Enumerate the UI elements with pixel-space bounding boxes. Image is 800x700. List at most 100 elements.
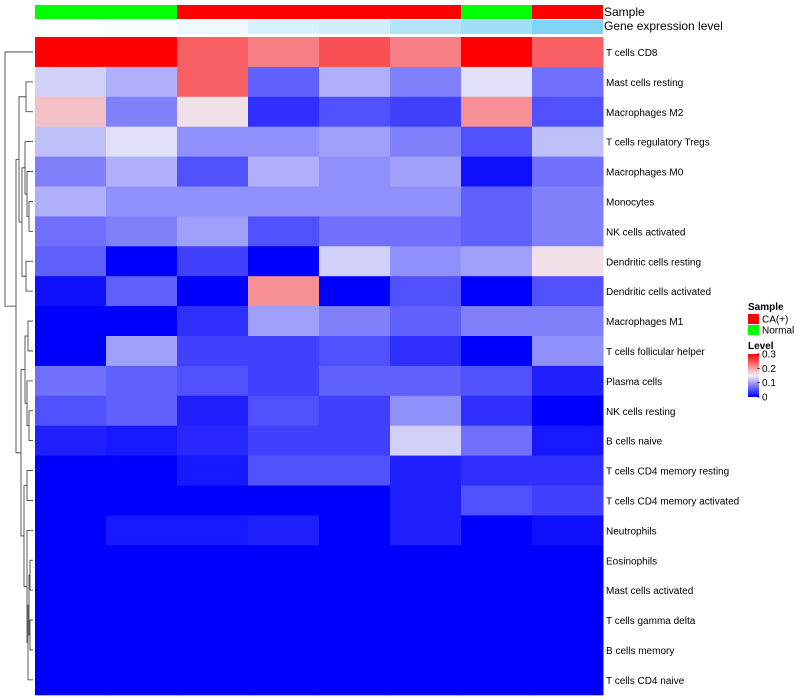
heatmap-cell	[319, 365, 391, 397]
heatmap-cell	[319, 545, 391, 576]
heatmap-cell	[461, 425, 533, 457]
heatmap-cell	[35, 66, 107, 98]
row-label: T cells follicular helper	[606, 347, 705, 358]
heatmap-cell	[461, 485, 533, 516]
row-label: Monocytes	[606, 197, 654, 208]
heatmap-cell	[532, 156, 604, 187]
heatmap-cell	[390, 365, 462, 397]
heatmap-cell	[177, 365, 249, 397]
heatmap-cell	[319, 246, 391, 277]
heatmap-cell	[248, 395, 320, 427]
dendrogram-branch	[26, 380, 33, 427]
heatmap-cell	[532, 126, 604, 158]
heatmap-cell	[532, 186, 604, 217]
heatmap-cell	[177, 455, 249, 486]
heatmap-cell	[532, 365, 604, 397]
row-label: Eosinophils	[606, 556, 657, 567]
heatmap-cell	[319, 515, 391, 546]
heatmap-cell	[390, 575, 462, 606]
heatmap-cell	[248, 515, 320, 546]
heatmap-cell	[532, 635, 604, 666]
heatmap-cell	[177, 425, 249, 457]
heatmap-cell	[532, 306, 604, 337]
annotation-tracks	[35, 5, 603, 34]
heatmap-cell	[248, 425, 320, 457]
row-label: T cells CD4 memory activated	[606, 496, 739, 507]
heatmap-cell	[35, 37, 107, 68]
heatmap-cell	[177, 545, 249, 576]
heatmap-cell	[532, 515, 604, 546]
heatmap-cell	[319, 605, 391, 636]
legend-sample-title: Sample	[748, 302, 784, 313]
expression-track-cell	[390, 20, 461, 34]
heatmap-cell	[461, 664, 533, 696]
heatmap-cell	[248, 664, 320, 696]
heatmap-cell	[35, 96, 107, 128]
row-label: Plasma cells	[606, 377, 662, 388]
heatmap-cell	[319, 186, 391, 217]
heatmap-cell	[461, 37, 533, 68]
heatmap-cell	[390, 156, 462, 187]
row-label: B cells memory	[606, 646, 674, 657]
level-tick-label: 0.3	[762, 350, 776, 361]
heatmap-cell	[106, 485, 178, 516]
heatmap-cell	[532, 545, 604, 576]
heatmap-cell	[319, 126, 391, 158]
dendrogram-branch	[28, 410, 33, 442]
row-label: Dendritic cells resting	[606, 257, 701, 268]
heatmap-cell	[461, 635, 533, 666]
heatmap-cell	[390, 37, 462, 68]
heatmap-cell	[390, 485, 462, 516]
heatmap-cell	[319, 216, 391, 247]
dendrogram-branch	[4, 51, 33, 307]
heatmap-cell	[248, 635, 320, 666]
heatmap-cell	[390, 635, 462, 666]
legend-level-title: Level	[748, 341, 774, 352]
heatmap-cell	[35, 336, 107, 367]
heatmap-cell	[461, 276, 533, 307]
heatmap-cell	[248, 246, 320, 277]
heatmap-cell	[532, 485, 604, 516]
level-tick-label: 0	[762, 393, 768, 404]
heatmap-cell	[461, 395, 533, 427]
heatmap-cell	[35, 276, 107, 307]
heatmap-cell	[532, 575, 604, 606]
row-label: B cells naive	[606, 437, 663, 448]
heatmap-cell	[390, 664, 462, 696]
heatmap-cell	[248, 216, 320, 247]
level-tick-label: 0.1	[762, 378, 776, 389]
heatmap-cell	[248, 575, 320, 606]
heatmap-cell	[106, 545, 178, 576]
heatmap-cell	[319, 276, 391, 307]
heatmap-cell	[248, 156, 320, 187]
dendrogram-branch	[23, 485, 27, 587]
heatmap-cell	[35, 575, 107, 606]
heatmap-cell	[319, 96, 391, 128]
heatmap-cell	[390, 395, 462, 427]
expression-track-cell	[461, 20, 532, 34]
heatmap-cell	[461, 545, 533, 576]
legend-swatch-ca	[748, 314, 759, 324]
heatmap-cell	[532, 216, 604, 247]
heatmap-cell	[35, 306, 107, 337]
heatmap-cell	[319, 455, 391, 486]
dendrogram-branch	[26, 171, 33, 217]
heatmap-cell	[390, 336, 462, 367]
legend-swatch-normal	[748, 325, 759, 335]
heatmap-cell	[390, 126, 462, 158]
sample-track-cell	[35, 5, 106, 19]
row-label: T cells CD8	[606, 48, 658, 59]
heatmap-cell	[461, 246, 533, 277]
heatmap-cell	[248, 545, 320, 576]
heatmap-cell	[461, 336, 533, 367]
row-label: Macrophages M2	[606, 108, 684, 119]
heatmap-cell	[461, 306, 533, 337]
expression-track-cell	[35, 20, 106, 34]
legend-level-colorbar	[748, 354, 759, 397]
dendrogram-branch	[15, 159, 21, 454]
heatmap-cell	[35, 395, 107, 427]
heatmap-cell	[177, 336, 249, 367]
heatmap-cell	[177, 186, 249, 217]
heatmap-cell	[390, 306, 462, 337]
